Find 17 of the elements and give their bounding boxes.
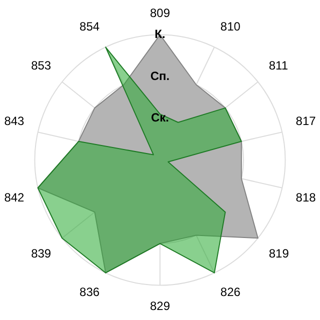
spoke-label: 811 [268, 58, 288, 72]
spoke-label: 843 [4, 114, 25, 128]
spoke-label: 839 [31, 246, 52, 260]
spoke-label: 842 [4, 190, 25, 205]
spoke-label: 818 [296, 190, 316, 205]
spoke-label: 854 [80, 20, 100, 34]
spoke-label: 809 [150, 6, 170, 20]
spoke-label: 819 [268, 246, 290, 260]
spoke-label: 826 [220, 284, 241, 299]
spoke-label: 836 [80, 284, 100, 299]
spoke-label: 829 [150, 298, 170, 313]
spoke-label: 817 [296, 114, 316, 128]
y-tick-label: К. [154, 27, 166, 42]
y-tick-label: Ск. [150, 110, 170, 125]
y-tick-label: Сп. [150, 68, 170, 83]
spoke-label: 853 [31, 58, 52, 72]
spoke-label: 810 [220, 20, 241, 34]
